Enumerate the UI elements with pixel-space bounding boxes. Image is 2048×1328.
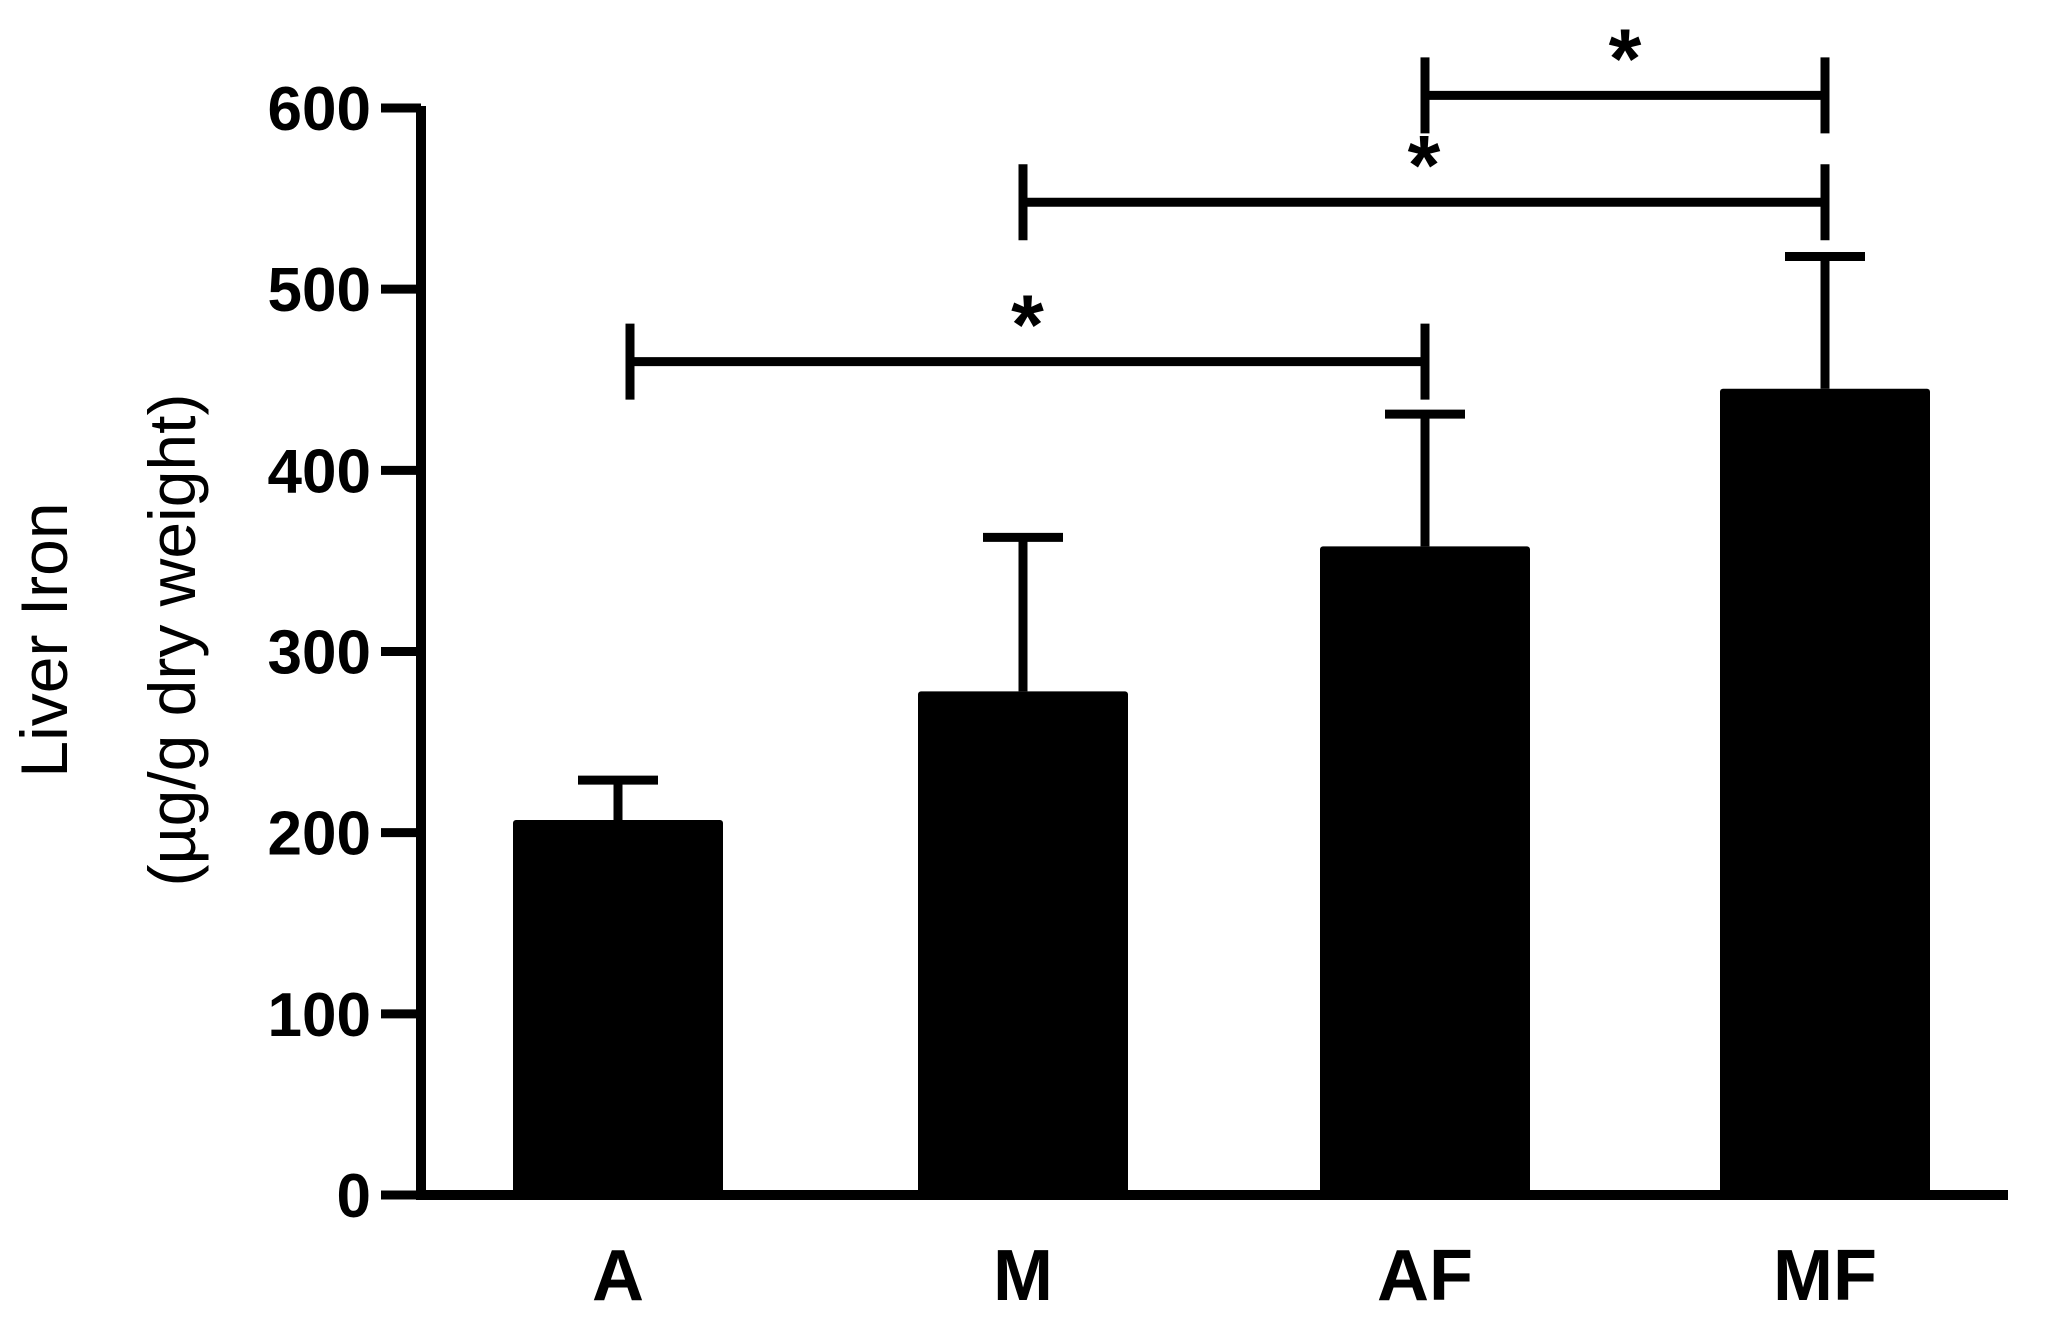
bars: A M AF MF [513, 252, 1930, 1316]
bar-M [918, 691, 1128, 1195]
y-axis-title: Liver Iron (µg/g dry weight) [7, 394, 209, 887]
x-tick-label-AF: AF [1377, 1236, 1473, 1316]
bar-AF [1320, 546, 1530, 1195]
sig-star-M-MF: * [1408, 118, 1441, 212]
y-tick-label: 100 [268, 981, 371, 1050]
y-axis-title-line2: (µg/g dry weight) [135, 394, 209, 887]
y-tick-label: 500 [268, 256, 371, 325]
y-axis-title-line1: Liver Iron [7, 502, 81, 777]
x-tick-label-A: A [592, 1236, 644, 1316]
bar-MF [1720, 388, 1930, 1195]
y-tick-label: 300 [268, 619, 371, 688]
x-tick-label-MF: MF [1773, 1236, 1877, 1316]
y-tick-label: 200 [268, 800, 371, 869]
sig-star-A-AF: * [1011, 278, 1044, 372]
significance-brackets: * * * [625, 11, 1830, 400]
y-tick-label: 400 [268, 437, 371, 506]
y-tick-label: 0 [337, 1162, 371, 1231]
x-tick-label-M: M [993, 1236, 1053, 1316]
bar-A [513, 819, 723, 1195]
sig-star-AF-MF: * [1609, 11, 1642, 105]
y-tick-label: 600 [268, 75, 371, 144]
